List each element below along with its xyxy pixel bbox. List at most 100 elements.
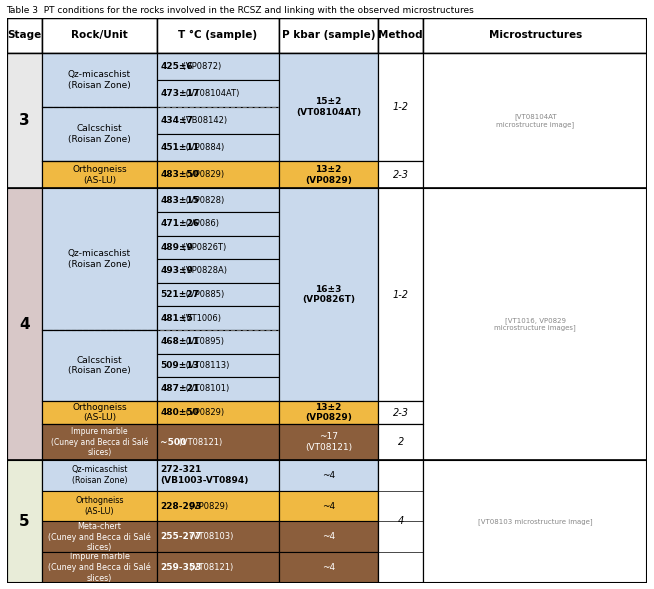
Text: 521±27: 521±27 <box>160 290 199 299</box>
Text: (VT08121): (VT08121) <box>187 563 233 572</box>
Text: 5: 5 <box>19 514 29 529</box>
Text: 4: 4 <box>19 316 29 332</box>
Text: [VT1016, VP0829
microstructure images]: [VT1016, VP0829 microstructure images] <box>494 317 576 332</box>
Text: 473±17: 473±17 <box>160 89 199 98</box>
Text: 272-321
(VB1003-VT0894): 272-321 (VB1003-VT0894) <box>160 465 249 485</box>
Bar <box>157 330 279 353</box>
Text: 1-2: 1-2 <box>392 102 409 112</box>
Text: (VP0828A): (VP0828A) <box>180 266 226 276</box>
Text: ~4: ~4 <box>322 532 335 541</box>
Text: Table 3  PT conditions for the rocks involved in the RCSZ and linking with the o: Table 3 PT conditions for the rocks invo… <box>7 6 474 15</box>
Text: Orthogneiss
(AS-LU): Orthogneiss (AS-LU) <box>72 165 127 184</box>
Text: (VP0884): (VP0884) <box>183 143 225 152</box>
Text: 425±6: 425±6 <box>160 62 193 71</box>
Text: Impure marble
(Cuney and Becca di Salé
slices): Impure marble (Cuney and Becca di Salé s… <box>48 552 151 583</box>
Text: 480±50: 480±50 <box>160 408 199 417</box>
Bar <box>279 18 378 53</box>
Bar <box>157 188 279 212</box>
Text: 228-293: 228-293 <box>160 501 201 511</box>
Text: (VP0828): (VP0828) <box>183 196 225 205</box>
Bar <box>378 424 423 460</box>
Bar <box>157 306 279 330</box>
Text: (VP0829): (VP0829) <box>183 408 224 417</box>
Bar <box>7 18 42 53</box>
Text: ~17
(VT08121): ~17 (VT08121) <box>305 432 352 452</box>
Bar <box>42 401 157 424</box>
Bar <box>157 80 279 107</box>
Text: 468±11: 468±11 <box>160 337 199 346</box>
Text: 13±2
(VP0829): 13±2 (VP0829) <box>305 403 352 422</box>
Bar <box>279 521 378 552</box>
Bar <box>42 161 157 188</box>
Bar <box>378 53 423 161</box>
Text: (VT08101): (VT08101) <box>183 385 230 393</box>
Bar <box>423 460 647 583</box>
Bar <box>157 283 279 306</box>
Bar <box>42 330 157 401</box>
Bar <box>157 212 279 236</box>
Bar <box>378 552 423 583</box>
Bar <box>378 18 423 53</box>
Bar <box>157 236 279 259</box>
Bar <box>7 188 42 460</box>
Bar <box>279 188 378 401</box>
Bar <box>378 491 423 521</box>
Text: Stage: Stage <box>7 30 41 40</box>
Text: Impure marble
(Cuney and Becca di Salé
slices): Impure marble (Cuney and Becca di Salé s… <box>51 427 148 457</box>
Bar <box>157 424 279 460</box>
Text: T °C (sample): T °C (sample) <box>179 30 258 40</box>
Bar <box>42 18 157 53</box>
Bar <box>378 460 423 491</box>
Text: Qz-micaschist
(Roisan Zone): Qz-micaschist (Roisan Zone) <box>71 465 128 485</box>
Bar <box>423 18 647 53</box>
Text: 1-2: 1-2 <box>392 290 409 300</box>
Bar <box>42 107 157 161</box>
Text: (VP086): (VP086) <box>183 219 220 229</box>
Text: 489±9: 489±9 <box>160 243 194 252</box>
Text: [VT08104AT
microstructure image]: [VT08104AT microstructure image] <box>496 113 574 128</box>
Text: (VP0829): (VP0829) <box>183 170 224 179</box>
Bar <box>42 188 157 330</box>
Bar <box>157 53 279 80</box>
Bar <box>42 521 157 552</box>
Text: 509±13: 509±13 <box>160 361 199 370</box>
Text: 259-353: 259-353 <box>160 563 201 572</box>
Bar <box>157 552 279 583</box>
Bar <box>423 53 647 188</box>
Text: 434±7: 434±7 <box>160 116 194 125</box>
Bar <box>42 460 157 491</box>
Text: 2-3: 2-3 <box>392 408 409 418</box>
Bar <box>157 460 279 491</box>
Text: Orthogneiss
(AS-LU): Orthogneiss (AS-LU) <box>75 497 124 516</box>
Text: 255-277: 255-277 <box>160 532 202 541</box>
Bar <box>157 401 279 424</box>
Text: 487±21: 487±21 <box>160 385 199 393</box>
Bar <box>279 491 378 521</box>
Bar <box>157 259 279 283</box>
Text: 15±2
(VT08104AT): 15±2 (VT08104AT) <box>296 97 361 117</box>
Bar <box>378 188 423 401</box>
Text: (VT08121): (VT08121) <box>176 438 222 446</box>
Bar <box>378 521 423 552</box>
Text: 451±11: 451±11 <box>160 143 199 152</box>
Bar <box>279 401 378 424</box>
Bar <box>279 161 378 188</box>
Text: 2-3: 2-3 <box>392 170 409 180</box>
Text: Meta-chert
(Cuney and Becca di Salé
slices): Meta-chert (Cuney and Becca di Salé slic… <box>48 522 151 552</box>
Bar <box>157 134 279 161</box>
Bar <box>157 491 279 521</box>
Bar <box>42 53 157 107</box>
Text: [VT08103 microstructure image]: [VT08103 microstructure image] <box>478 518 593 525</box>
Text: ~4: ~4 <box>322 471 335 479</box>
Bar <box>7 460 42 583</box>
Text: (VP0829): (VP0829) <box>187 501 228 511</box>
Text: (VB08142): (VB08142) <box>180 116 227 125</box>
Text: (VT08113): (VT08113) <box>183 361 230 370</box>
Text: 483±15: 483±15 <box>160 196 199 205</box>
Text: 483±50: 483±50 <box>160 170 199 179</box>
Text: (VT0895): (VT0895) <box>183 337 224 346</box>
Text: Qz-micaschist
(Roisan Zone): Qz-micaschist (Roisan Zone) <box>68 70 131 90</box>
Text: Rock/Unit: Rock/Unit <box>71 30 128 40</box>
Text: ~4: ~4 <box>322 563 335 572</box>
Text: Method: Method <box>379 30 423 40</box>
